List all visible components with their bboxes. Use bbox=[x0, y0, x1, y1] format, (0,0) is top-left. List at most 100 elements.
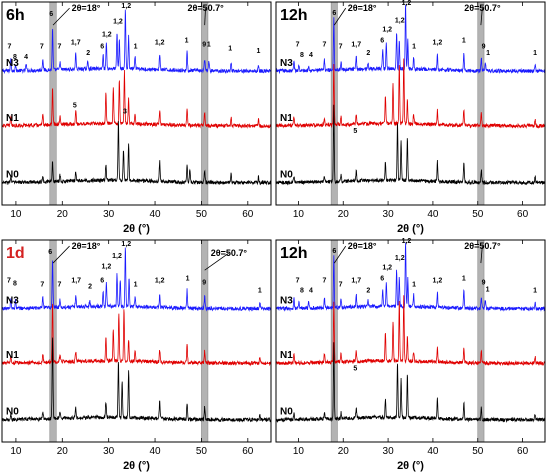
peak-label: 1,2 bbox=[121, 241, 131, 248]
peak-label: 7 bbox=[40, 44, 44, 51]
peak-label: 1,7 bbox=[351, 42, 361, 49]
annotation-arrow bbox=[52, 7, 70, 26]
x-tick-label: 60 bbox=[517, 446, 529, 457]
annotation-label: 2θ=18° bbox=[348, 3, 377, 13]
xrd-panel-3: N3 N1 N0 10 20 30 40 50 60 2θ (°) 1d 2θ=18° 2θ=50.7°… bbox=[1, 239, 272, 472]
peak-label: 5 bbox=[73, 103, 77, 110]
panel-label: 12h bbox=[280, 245, 308, 262]
annotation-arrow bbox=[480, 246, 483, 264]
peak-label: 7 bbox=[322, 42, 326, 49]
peak-label: 1 bbox=[486, 50, 490, 57]
peak-label: 1 bbox=[533, 288, 537, 295]
x-tick-label: 20 bbox=[338, 209, 350, 220]
peak-label: 1 bbox=[462, 275, 466, 282]
peak-label: 1 bbox=[257, 48, 261, 55]
x-tick-label: 30 bbox=[103, 446, 115, 457]
peak-label: 1,7 bbox=[71, 40, 81, 47]
peak-label: 2 bbox=[366, 50, 370, 57]
annotation-arrow bbox=[204, 8, 206, 26]
series-line-n3 bbox=[1, 9, 272, 75]
annotation-label: 2θ=50.7° bbox=[188, 3, 225, 13]
peak-label: 7 bbox=[40, 281, 44, 288]
annotation-arrow bbox=[333, 245, 347, 264]
peak-label: 1 bbox=[412, 281, 416, 288]
x-tick-label: 60 bbox=[517, 209, 529, 220]
peak-label: 1,2 bbox=[433, 40, 443, 47]
peak-label: 6 bbox=[380, 38, 384, 45]
series-line-n3 bbox=[275, 242, 546, 312]
annotation-label: 2θ=18° bbox=[348, 241, 377, 251]
peak-label: 1 bbox=[412, 44, 416, 51]
series-line-n1 bbox=[275, 58, 546, 129]
peak-label: 8 bbox=[300, 288, 304, 295]
peak-label: 1,2 bbox=[382, 264, 392, 271]
peak-label: 7 bbox=[58, 44, 62, 51]
series-label-n3: N3 bbox=[280, 58, 293, 69]
peak-label: 6 bbox=[332, 248, 336, 255]
peak-label: 7 bbox=[322, 277, 326, 284]
series-line-n3 bbox=[275, 4, 546, 75]
x-axis-label: 2θ (°) bbox=[123, 223, 150, 235]
peak-label: 7 bbox=[58, 281, 62, 288]
peak-label: 6 bbox=[48, 249, 52, 256]
peak-label: 4 bbox=[309, 52, 313, 59]
x-tick-label: 30 bbox=[383, 446, 395, 457]
peak-label: 1,2 bbox=[112, 253, 122, 260]
peak-label: 1,2 bbox=[102, 32, 112, 39]
series-label-n1: N1 bbox=[6, 350, 19, 361]
panel-label: 1d bbox=[6, 245, 25, 262]
peak-label: 1 bbox=[486, 287, 490, 294]
peak-label: 7 bbox=[339, 281, 343, 288]
peak-label: 1,2 bbox=[155, 277, 165, 284]
series-label-n3: N3 bbox=[6, 58, 19, 69]
peak-label: 9 bbox=[202, 42, 206, 49]
x-tick-label: 40 bbox=[427, 446, 439, 457]
peak-label: 1 bbox=[186, 275, 190, 282]
x-tick-label: 10 bbox=[10, 209, 22, 220]
x-tick-label: 50 bbox=[196, 446, 208, 457]
annotation-label: 2θ=50.7° bbox=[464, 241, 501, 251]
x-tick-label: 30 bbox=[383, 209, 395, 220]
x-tick-label: 10 bbox=[293, 209, 305, 220]
panel-label: 12h bbox=[280, 7, 308, 24]
plot-frame bbox=[1, 239, 272, 443]
peak-label: 1,2 bbox=[113, 18, 123, 25]
peak-label: 1 bbox=[258, 288, 262, 295]
annotation-arrow bbox=[480, 8, 483, 26]
x-tick-label: 10 bbox=[10, 446, 22, 457]
peak-label: 1,2 bbox=[402, 0, 412, 7]
peak-label: 6 bbox=[380, 275, 384, 282]
annotation-arrow bbox=[333, 7, 347, 26]
annotation-label: 2θ=50.7° bbox=[464, 3, 501, 13]
peak-label: 9 bbox=[482, 44, 486, 51]
peak-label: 1,2 bbox=[121, 3, 131, 10]
peak-label: 6 bbox=[332, 10, 336, 17]
x-tick-label: 40 bbox=[149, 446, 161, 457]
series-line-n0 bbox=[275, 104, 546, 186]
peak-label: 7 bbox=[296, 277, 300, 284]
series-label-n3: N3 bbox=[280, 296, 293, 307]
peak-label: 6 bbox=[100, 44, 104, 51]
peak-label: 2 bbox=[366, 288, 370, 295]
xrd-panel-4: N3 N1 N0 10 20 30 40 50 60 2θ (°) 12h 2θ=18° 2θ=50.7… bbox=[275, 238, 546, 472]
x-axis-label: 2θ (°) bbox=[397, 460, 424, 472]
peak-label: 5 bbox=[353, 365, 357, 372]
x-tick-label: 40 bbox=[149, 209, 161, 220]
x-tick-label: 30 bbox=[103, 209, 115, 220]
peak-label: 5 bbox=[353, 128, 357, 135]
series-label-n1: N1 bbox=[280, 113, 293, 124]
series-line-n1 bbox=[1, 303, 272, 367]
peak-label: 1,2 bbox=[433, 277, 443, 284]
series-line-n0 bbox=[1, 337, 272, 423]
series-line-n1 bbox=[275, 295, 546, 367]
plot-frame bbox=[275, 239, 546, 443]
x-tick-label: 60 bbox=[242, 446, 254, 457]
peak-label: 1 bbox=[228, 46, 232, 53]
x-tick-label: 50 bbox=[196, 209, 208, 220]
peak-label: 7 bbox=[296, 42, 300, 49]
peak-label: 1 bbox=[134, 281, 138, 288]
x-tick-label: 60 bbox=[242, 209, 254, 220]
peak-label: 1,2 bbox=[101, 263, 111, 270]
peak-label: 9 bbox=[482, 279, 486, 286]
